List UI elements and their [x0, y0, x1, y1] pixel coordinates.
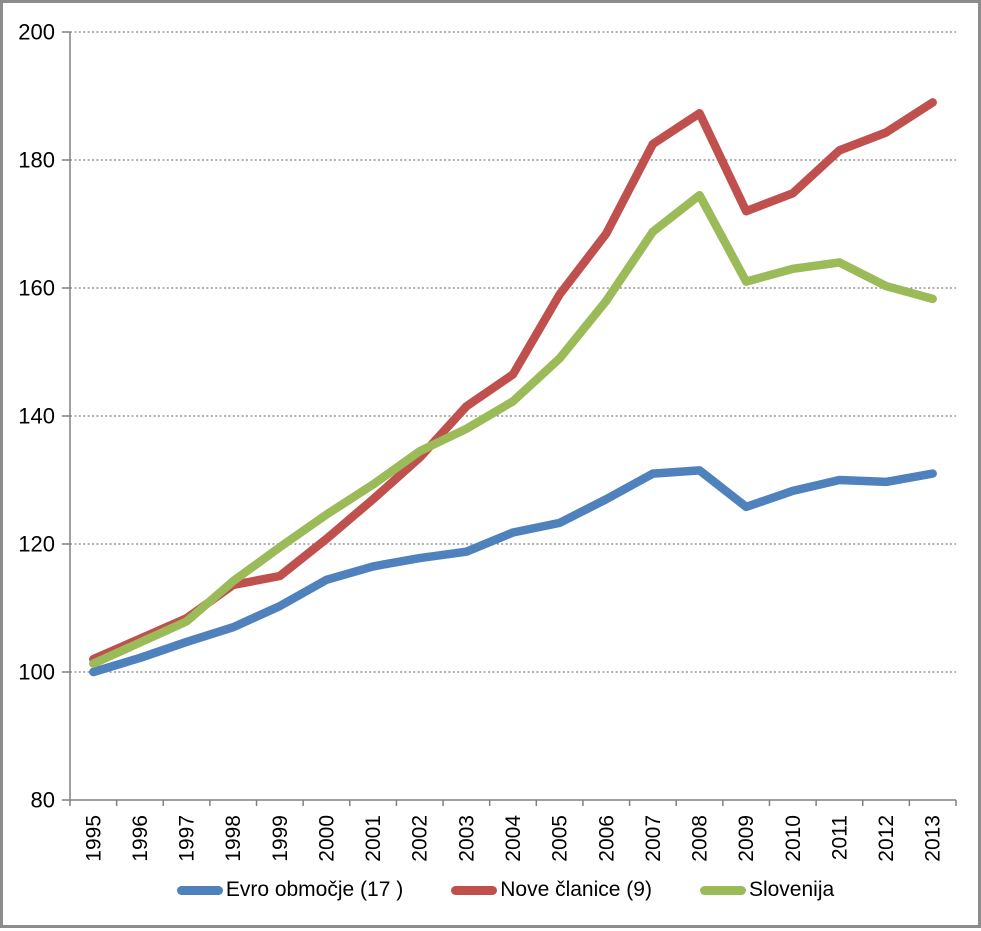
- x-tick-label-2008: 2008: [689, 815, 712, 862]
- y-tick-label-160: 160: [18, 275, 55, 300]
- x-tick-label-1997: 1997: [176, 815, 199, 862]
- x-tick-label-2010: 2010: [782, 815, 805, 862]
- legend-swatch-blue-icon: [176, 885, 223, 895]
- legend-label: Evro območje (17 ): [225, 878, 404, 901]
- x-tick-label-2007: 2007: [642, 815, 665, 862]
- x-tick-label-2000: 2000: [315, 815, 338, 862]
- y-tick-label-140: 140: [18, 403, 55, 428]
- x-tick-label-2001: 2001: [362, 815, 385, 862]
- y-tick-label-100: 100: [18, 659, 55, 684]
- series-line-0: [89, 466, 937, 677]
- legend-item-evro-obmocje: Evro območje (17 ): [176, 878, 404, 902]
- legend-item-nove-clanice: Nove članice (9): [451, 878, 652, 902]
- x-tick-label-2013: 2013: [922, 815, 945, 862]
- y-tick-label-180: 180: [18, 147, 55, 172]
- x-tick-label-2006: 2006: [595, 815, 618, 862]
- legend: Evro območje (17 ) Nove članice (9) Slov…: [43, 872, 968, 908]
- x-tick-label-2005: 2005: [549, 815, 572, 862]
- line-chart-plot: 80 100 120 140 160 180 200 1995 1996 1997 1998 1999…: [18, 19, 957, 862]
- x-tick-label-1998: 1998: [222, 815, 245, 862]
- x-tick-label-2012: 2012: [875, 815, 898, 862]
- x-tick-label-2009: 2009: [735, 815, 758, 862]
- series-line-2: [89, 190, 937, 668]
- series-line-1: [89, 98, 937, 664]
- x-tick-label-2004: 2004: [502, 815, 525, 862]
- x-tick-label-1999: 1999: [269, 815, 292, 862]
- x-tick-label-2003: 2003: [455, 815, 478, 862]
- legend-label: Nove članice (9): [500, 878, 652, 901]
- x-tick-label-2002: 2002: [409, 815, 432, 862]
- y-tick-label-120: 120: [18, 531, 55, 556]
- x-tick-label-1996: 1996: [129, 815, 152, 862]
- legend-swatch-green-icon: [699, 885, 746, 895]
- legend-swatch-red-icon: [451, 885, 498, 895]
- x-tick-label-1995: 1995: [82, 815, 105, 862]
- y-tick-label-200: 200: [18, 19, 55, 44]
- legend-item-slovenija: Slovenija: [699, 878, 835, 902]
- x-tick-label-2011: 2011: [828, 815, 851, 860]
- legend-label: Slovenija: [748, 878, 835, 901]
- y-tick-label-80: 80: [31, 787, 55, 812]
